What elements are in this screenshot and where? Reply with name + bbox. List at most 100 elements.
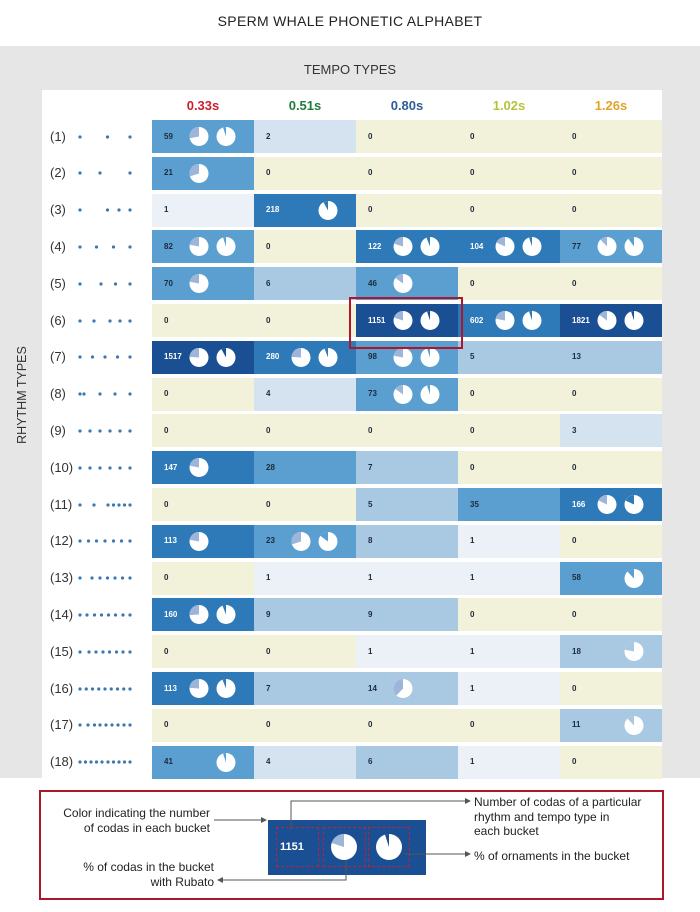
heatmap-cell: 104 [458,230,560,264]
rhythm-click-dot [92,613,97,617]
heatmap-cell: 1 [458,672,560,705]
rhythm-click-dot [117,208,121,212]
rubato-pie-slice [393,679,403,696]
rhythm-click-dot [84,686,88,691]
heatmap-cell: 0 [152,708,254,742]
legend-text-line: rhythm and tempo type in [474,809,610,824]
cell-pies [291,347,338,367]
rhythm-click-dot [78,613,82,617]
coda-count: 0 [470,131,475,141]
heatmap-cell: 18 [560,635,662,669]
rhythm-pattern [78,723,132,727]
cell-pies [189,458,209,478]
coda-count: 0 [572,168,577,178]
heatmap-cell: 0 [152,377,254,411]
rhythm-click-dot [98,429,102,433]
ornament-pie-slice [223,752,226,763]
rhythm-click-dot [106,760,110,764]
heatmap-cell: 0 [356,193,458,227]
ornament-pie-slice [427,347,430,358]
rhythm-label: (13) [50,570,74,586]
ornament-pie [522,237,542,257]
rhythm-pattern [78,466,132,470]
rhythm-click-dot [98,392,102,396]
coda-count: 0 [572,462,577,472]
rhythm-click-dot [99,613,104,617]
heatmap-cell: 70 [152,267,254,301]
heatmap-cell: 1517 [152,340,254,374]
heatmap-cell: 1 [254,561,356,595]
rhythm-click-dot [103,539,107,543]
coda-count: 1 [164,205,169,215]
coda-count: 59 [164,131,173,141]
rhythm-click-dot [128,502,132,507]
cell-pies [189,679,236,698]
tempo-header: 0.80s [390,98,424,113]
heatmap-cell: 0 [254,708,356,742]
rhythm-click-dot [98,466,102,470]
rhythm-click-dot [121,613,125,617]
legend-color-text: Color indicating the number of codas in e… [48,806,210,835]
heatmap-cell: 7 [254,672,356,705]
rhythm-click-dot [78,282,82,286]
coda-count: 0 [164,720,169,730]
rhythm-click-dot [128,723,132,727]
rubato-pie [189,347,209,367]
cell-pies [189,127,236,146]
rubato-pie-slice [291,347,301,358]
legend-text-line: % of ornaments in the bucket [474,849,630,863]
heatmap-cell: 98 [356,340,458,374]
rubato-pie [189,605,209,625]
tempo-header: 0.33s [186,98,220,113]
coda-count: 0 [470,425,475,435]
coda-count: 77 [572,241,581,251]
rubato-pie [393,311,413,330]
heatmap-cell: 0 [560,672,662,705]
heatmap-cell: 1821 [560,304,662,337]
coda-count: 0 [164,425,169,435]
coda-count: 218 [266,205,280,215]
rhythm-label: (7) [50,349,66,365]
rhythm-pattern [78,392,132,396]
heatmap-cell: 73 [356,377,458,411]
rhythm-click-dot [128,318,132,323]
cell-pies [189,531,209,551]
rhythm-click-dot [94,650,98,654]
coda-count: 35 [470,499,479,509]
rhythm-click-dot [87,650,91,654]
heatmap-cell: 0 [152,414,254,448]
heatmap-cell: 113 [152,672,254,705]
heatmap-cell: 0 [254,635,356,669]
rubato-pie [393,237,413,257]
heatmap-cell: 0 [356,414,458,448]
cell-pies [189,274,209,294]
heatmap-cell: 0 [560,451,662,485]
rhythm-click-dot [117,502,121,507]
coda-count: 1 [368,646,373,656]
rhythm-pattern [78,686,132,691]
coda-count: 7 [368,462,373,472]
coda-count: 14 [368,683,377,693]
ornament-pie [216,127,236,146]
ornament-pie [318,531,338,551]
heatmap-cell: 9 [254,598,356,632]
heatmap-cell: 9 [356,598,458,632]
ornament-pie [216,679,236,698]
heatmap-cell: 0 [560,598,662,632]
rhythm-click-dot [119,539,124,543]
coda-count: 0 [266,499,271,509]
heatmap-cell: 0 [254,230,356,264]
rhythm-click-dot [113,613,118,617]
rhythm-pattern [78,282,132,286]
legend-text-line: Number of codas of a particular [474,795,642,809]
rubato-pie-slice [600,237,607,247]
rhythm-click-dot [98,171,102,175]
heatmap-cell: 113 [152,524,254,558]
rhythm-click-dot [78,134,82,139]
rubato-pie [495,237,515,257]
rhythm-click-dot [108,429,112,433]
coda-count: 4 [266,389,271,399]
rubato-pie-slice [598,495,607,505]
